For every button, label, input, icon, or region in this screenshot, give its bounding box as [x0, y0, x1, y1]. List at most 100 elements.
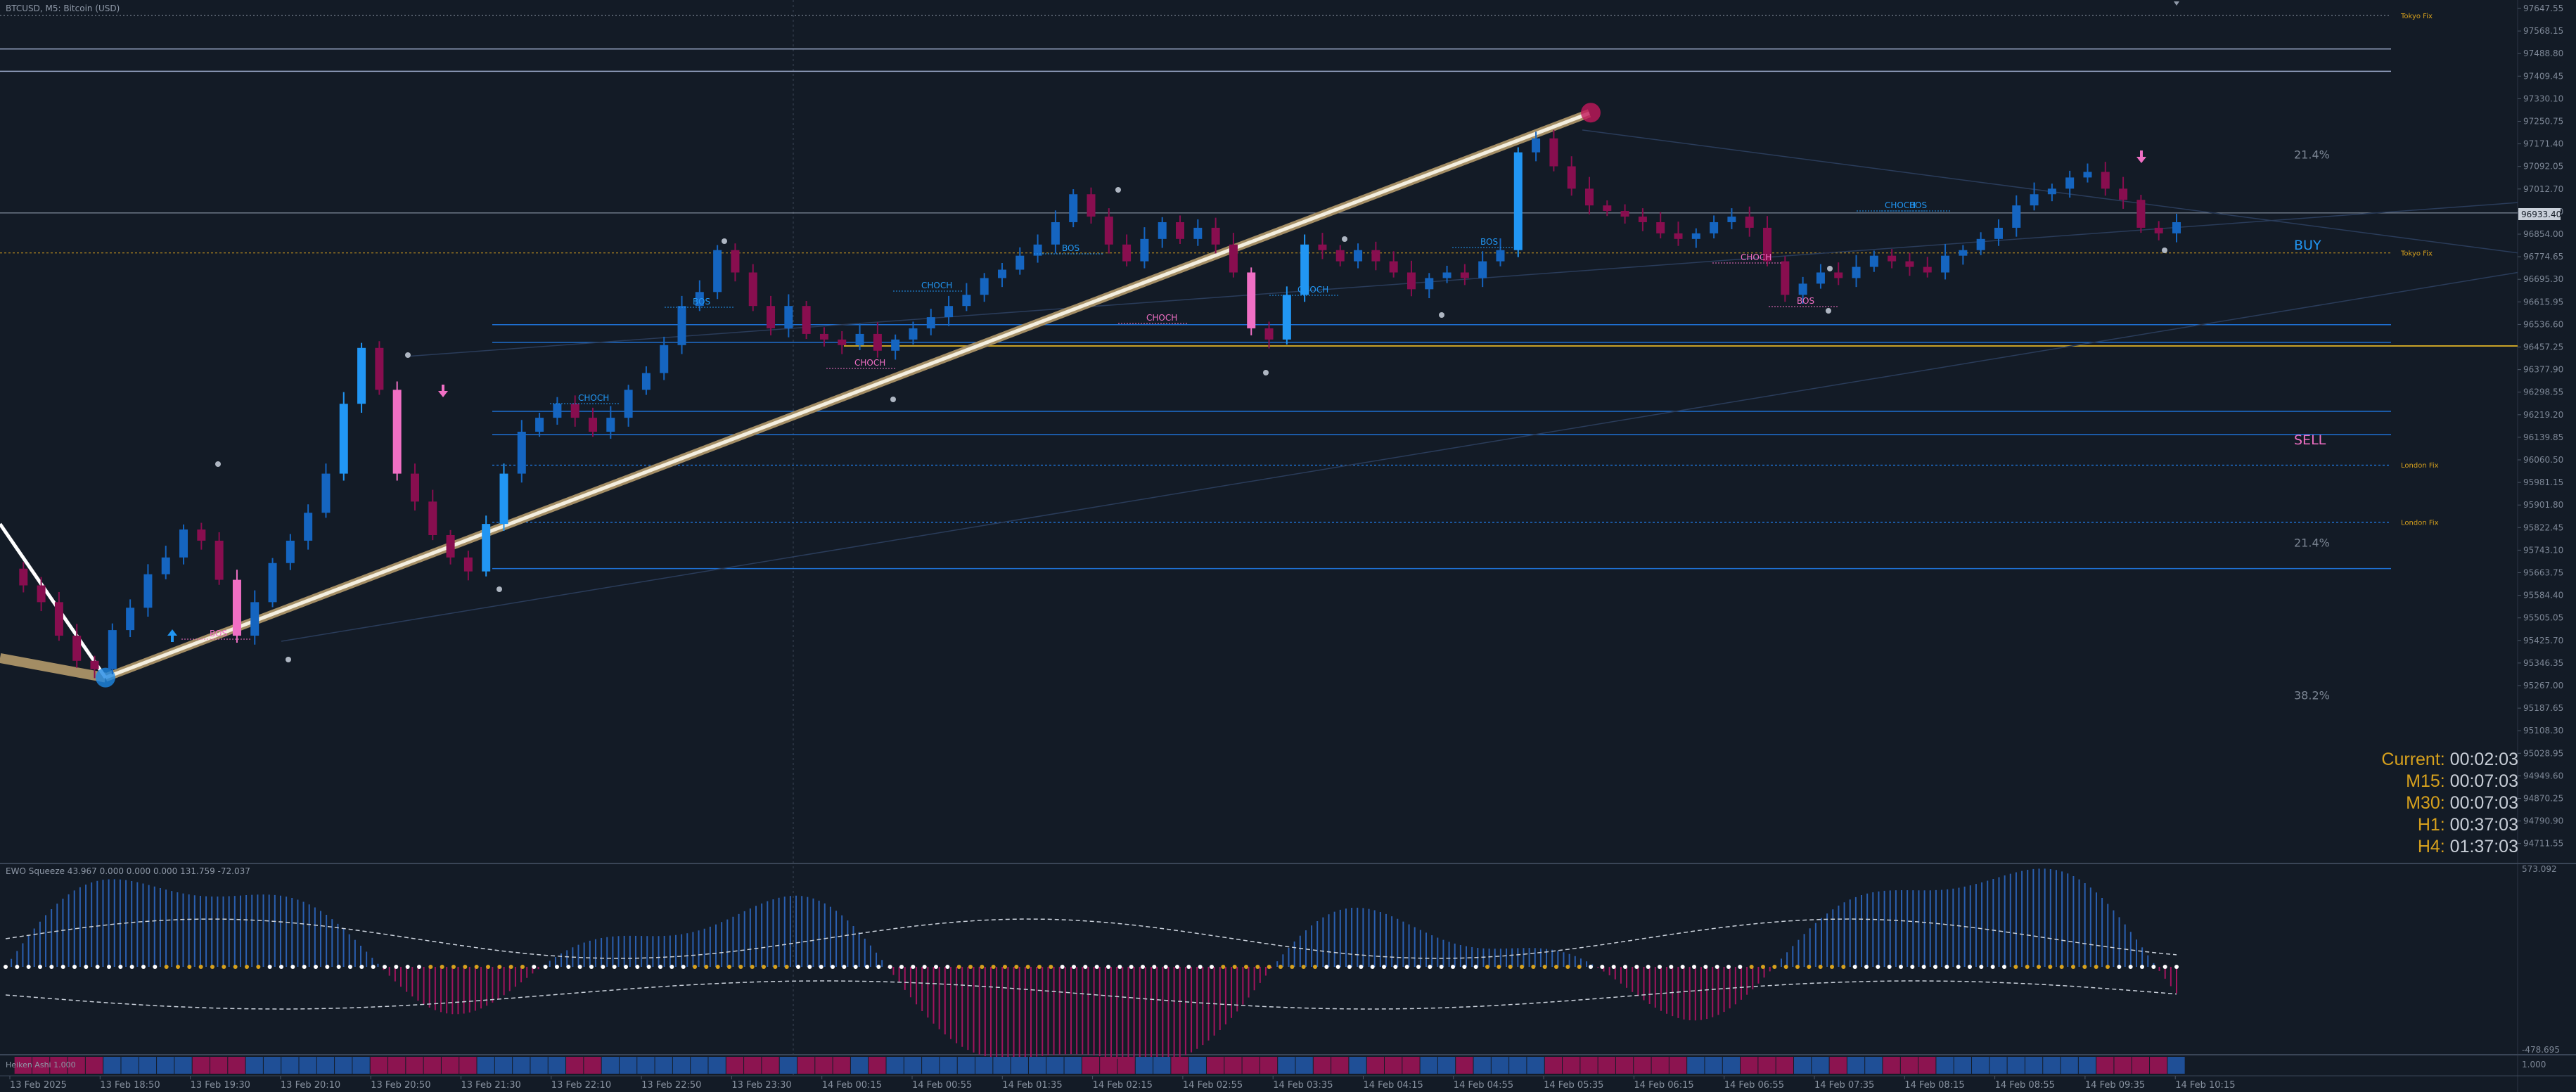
candle-timers: Current: 00:02:03 M15: 00:07:03 M30: 00:… [2381, 749, 2518, 858]
heiken-ashi-bar [1563, 1057, 1580, 1074]
candle-body [1869, 255, 1878, 267]
heiken-ashi-bar [869, 1057, 886, 1074]
squeeze-dot [474, 965, 479, 969]
price-tick-label: 97647.55 [2523, 4, 2563, 13]
squeeze-dot [1117, 965, 1122, 969]
heiken-ashi-bar [192, 1057, 210, 1074]
price-tick-label: 96536.60 [2523, 319, 2563, 329]
heiken-ashi-bar [263, 1057, 281, 1074]
smc-label: CHOCH [1146, 313, 1177, 323]
time-tick-label: 14 Feb 03:35 [1273, 1080, 1333, 1091]
candle-body [1763, 227, 1772, 262]
time-tick-label: 13 Feb 21:30 [461, 1080, 521, 1091]
smc-label: BOS [693, 297, 710, 307]
heiken-ashi-bar [691, 1057, 708, 1074]
price-tick-label: 94870.25 [2523, 794, 2563, 804]
price-tick-label: 96695.30 [2523, 274, 2563, 284]
squeeze-dot [1520, 965, 1524, 969]
heiken-ashi-bar [1242, 1057, 1260, 1074]
candle-body [1745, 217, 1754, 228]
heiken-ashi-bar [1598, 1057, 1615, 1074]
trendline-descending [0, 522, 108, 679]
squeeze-dot [1577, 965, 1582, 969]
squeeze-dot [348, 965, 352, 969]
heiken-ashi-bar [157, 1057, 174, 1074]
squeeze-dot [646, 965, 651, 969]
heiken-ashi-bar [103, 1057, 121, 1074]
trendline-segment [0, 653, 107, 683]
candle-body [1371, 250, 1380, 262]
candle-body [855, 333, 864, 345]
candle-body [126, 608, 135, 631]
heiken-ashi-bar [299, 1057, 316, 1074]
swing-point-marker [496, 586, 502, 592]
heiken-ashi-bar [1936, 1057, 1954, 1074]
heiken-ashi-bar [1651, 1057, 1669, 1074]
swing-point-marker [286, 657, 291, 662]
heiken-ashi-bar [655, 1057, 672, 1074]
squeeze-dot [1485, 965, 1489, 969]
scroll-marker-icon[interactable] [2174, 1, 2179, 6]
candle-body [1549, 138, 1558, 167]
price-tick-label: 96060.50 [2523, 455, 2563, 465]
squeeze-dot [1646, 965, 1651, 969]
timer-label: H4: [2417, 837, 2445, 856]
candle-body [891, 339, 900, 351]
heiken-ashi-bar [1117, 1057, 1135, 1074]
squeeze-dot [245, 965, 249, 969]
squeeze-dot [440, 965, 444, 969]
heiken-ashi-bar [1082, 1057, 1100, 1074]
candle-body [1460, 272, 1469, 278]
heiken-ashi-bar [779, 1057, 797, 1074]
squeeze-dot [1301, 965, 1306, 969]
heiken-ashi-bar [708, 1057, 726, 1074]
squeeze-dot [577, 965, 582, 969]
candle-body [1496, 250, 1505, 262]
squeeze-dot [1186, 965, 1191, 969]
squeeze-dot [38, 965, 42, 969]
heiken-ashi-bar [1544, 1057, 1563, 1074]
heiken-ashi-bar [1865, 1057, 1883, 1074]
candle-body [2083, 172, 2092, 178]
heiken-ashi-bar [619, 1057, 637, 1074]
squeeze-dot [1715, 965, 1719, 969]
heiken-ashi-bar [2025, 1057, 2043, 1074]
smc-label: CHOCH [1741, 252, 1771, 262]
heiken-ashi-bar [1615, 1057, 1634, 1074]
candle-body [428, 501, 437, 536]
squeeze-dot [1129, 965, 1134, 969]
session-level-label: Tokyo Fix [2400, 13, 2433, 20]
swing-point-marker [1826, 308, 1831, 314]
timer-current: Current: 00:02:03 [2381, 749, 2518, 771]
squeeze-dot [2094, 965, 2098, 969]
candle-body [1318, 244, 1327, 250]
squeeze-dot [715, 965, 720, 969]
squeeze-dot [153, 965, 158, 969]
heiken-ashi-bar [228, 1057, 245, 1074]
channel-line [281, 271, 2518, 642]
swing-point-marker [2162, 248, 2167, 253]
squeeze-dot [1094, 965, 1099, 969]
arrow-up-icon [167, 629, 177, 642]
squeeze-dot [84, 965, 89, 969]
squeeze-dot [1359, 965, 1364, 969]
squeeze-dot [118, 965, 123, 969]
heiken-ashi-bar [548, 1057, 566, 1074]
heiken-ashi-bar [833, 1057, 850, 1074]
squeeze-dot [2151, 965, 2156, 969]
candle-body [624, 390, 633, 418]
price-tick-label: 95267.00 [2523, 681, 2563, 690]
squeeze-dot [669, 965, 674, 969]
squeeze-dot [49, 965, 54, 969]
squeeze-dot [1382, 965, 1386, 969]
squeeze-dot [26, 965, 31, 969]
heiken-ashi-bar [672, 1057, 691, 1074]
indicator-axis-bottom: -478.695 [2522, 1045, 2560, 1055]
time-axis-ticks: 13 Feb 2025 13 Feb 18:50 13 Feb 19:30 13 Fe… [9, 1076, 2235, 1091]
smc-label: CHOCH [921, 281, 952, 290]
heiken-ashi-bar [1473, 1057, 1491, 1074]
candle-body [37, 585, 46, 603]
squeeze-dot [956, 965, 961, 969]
squeeze-dot [1589, 965, 1593, 969]
